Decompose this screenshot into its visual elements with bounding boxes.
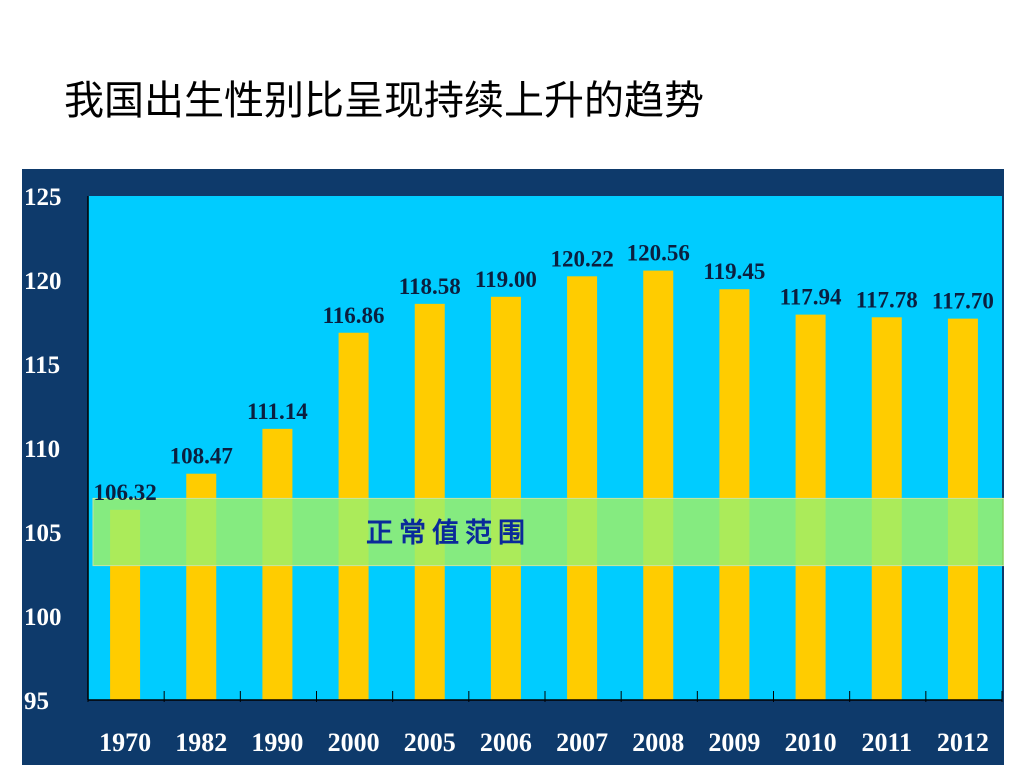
value-label-2011: 117.78 (856, 287, 918, 312)
x-tick-1970: 1970 (99, 728, 151, 757)
value-label-2010: 117.94 (780, 285, 842, 310)
x-tick-2010: 2010 (785, 728, 837, 757)
normal-range-band (92, 497, 1004, 567)
value-label-1982: 108.47 (170, 444, 233, 469)
chart-panel: 正常值范围 95 100 105 110 115 120 125 1970 1982 1990 2… (22, 169, 1004, 765)
y-tick-115: 115 (24, 352, 60, 379)
plot-area (88, 196, 1002, 700)
value-label-2005: 118.58 (399, 274, 461, 299)
x-tick-2011: 2011 (861, 728, 912, 757)
value-label-2006: 119.00 (475, 267, 537, 292)
bar-2007 (567, 276, 598, 700)
x-tick-2000: 2000 (328, 728, 380, 757)
value-label-1990: 111.14 (247, 399, 308, 424)
x-tick-2006: 2006 (480, 728, 532, 757)
value-label-2008: 120.56 (627, 241, 690, 266)
x-tick-2005: 2005 (404, 728, 456, 757)
value-label-2012: 117.70 (932, 289, 994, 314)
value-label-1970: 106.32 (93, 480, 156, 505)
value-label-2009: 119.45 (703, 259, 765, 284)
x-tick-2009: 2009 (708, 728, 760, 757)
y-tick-110: 110 (24, 436, 60, 463)
normal-range-label: 正常值范围 (366, 518, 531, 549)
y-tick-105: 105 (24, 520, 62, 547)
x-tick-2008: 2008 (632, 728, 684, 757)
x-tick-1990: 1990 (251, 728, 303, 757)
bar-2008 (643, 270, 674, 700)
bar-chart: 正常值范围 95 100 105 110 115 120 125 1970 1982 1990 2… (24, 184, 1004, 757)
y-tick-100: 100 (24, 604, 62, 631)
bar-2009 (719, 289, 750, 700)
y-tick-125: 125 (24, 184, 62, 211)
y-tick-120: 120 (24, 268, 62, 295)
page-title: 我国出生性别比呈现持续上升的趋势 (64, 78, 704, 124)
y-tick-95: 95 (24, 688, 49, 715)
x-tick-2007: 2007 (556, 728, 608, 757)
x-tick-1982: 1982 (175, 728, 227, 757)
value-label-2007: 120.22 (550, 246, 613, 271)
value-label-2000: 116.86 (323, 303, 385, 328)
x-tick-2012: 2012 (937, 728, 989, 757)
